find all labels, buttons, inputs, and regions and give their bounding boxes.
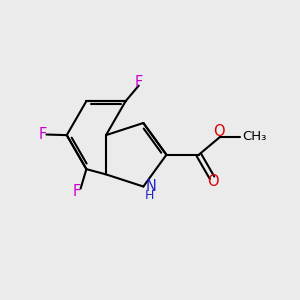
Text: F: F (135, 75, 143, 90)
Text: H: H (145, 189, 154, 202)
Text: O: O (213, 124, 225, 140)
Text: F: F (73, 184, 81, 199)
Text: F: F (38, 127, 46, 142)
Text: N: N (145, 179, 156, 194)
Text: CH₃: CH₃ (242, 130, 267, 143)
Text: O: O (207, 174, 219, 189)
